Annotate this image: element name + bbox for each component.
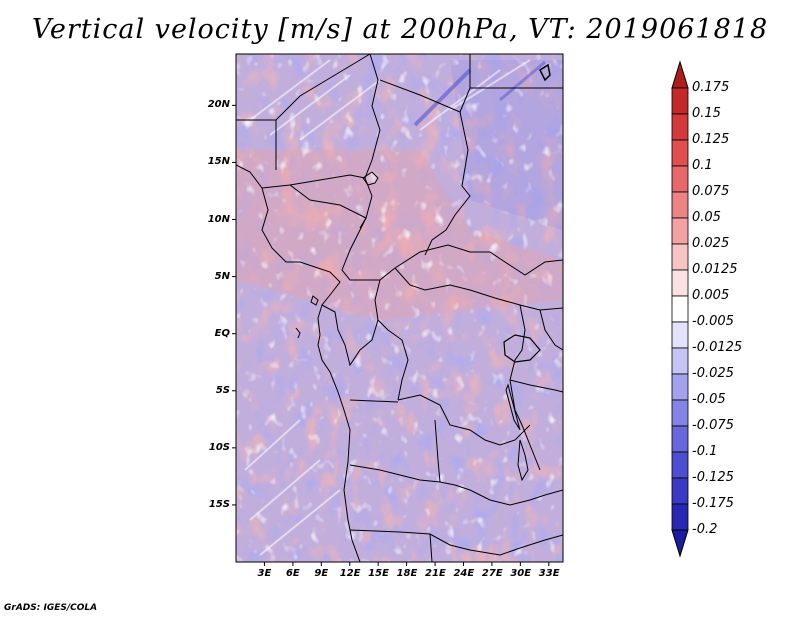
grads-credit: GrADS: IGES/COLA [4, 603, 98, 613]
colorbar-segment [671, 503, 689, 531]
lon-tick-label: 33E [538, 568, 560, 579]
colorbar-label: -0.2 [692, 522, 718, 537]
colorbar-label: 0.15 [692, 106, 721, 121]
colorbar-segment [671, 451, 689, 479]
lon-tick-label: 27E [481, 568, 503, 579]
colorbar-segment [671, 191, 689, 219]
colorbar-label: -0.05 [692, 392, 726, 407]
lat-tick-label: 10N [207, 213, 230, 225]
lat-tick-label: 5N [214, 270, 230, 282]
colorbar-segment [671, 269, 689, 297]
colorbar-label: 0.1 [692, 158, 713, 173]
lat-tick-label: 10S [208, 441, 230, 453]
colorbar-label: 0.175 [692, 80, 730, 95]
colorbar-segment [671, 165, 689, 193]
colorbar-label: 0.125 [692, 132, 730, 147]
colorbar-segment [671, 321, 689, 349]
lon-tick-label: 15E [368, 568, 389, 579]
colorbar-label: -0.0125 [692, 340, 743, 355]
colorbar-segment [671, 87, 689, 115]
colorbar-label: -0.075 [692, 418, 734, 433]
colorbar-label: -0.025 [692, 366, 734, 381]
velocity-field [236, 54, 563, 562]
lon-tick-label: 24E [453, 568, 475, 579]
colorbar-label: -0.125 [692, 470, 734, 485]
lat-tick-label: 15S [208, 498, 230, 510]
colorbar-segment [671, 399, 689, 427]
colorbar-label: -0.1 [692, 444, 718, 459]
colorbar-label: -0.005 [692, 314, 734, 329]
colorbar-top-arrow [671, 60, 689, 89]
colorbar-segment [671, 425, 689, 453]
lon-tick-label: 18E [396, 568, 418, 579]
colorbar-segment [671, 295, 689, 323]
lon-tick-label: 9E [314, 568, 329, 579]
colorbar-segment [671, 139, 689, 167]
lon-tick-label: 6E [285, 568, 300, 579]
colorbar-segment [671, 243, 689, 271]
chart-title: Vertical velocity [m/s] at 200hPa, VT: 2… [31, 14, 769, 45]
country-boundaries [236, 54, 563, 562]
lon-tick-label: 12E [339, 568, 361, 579]
colorbar [671, 60, 689, 558]
map-frame [235, 53, 564, 563]
colorbar-bottom-arrow [671, 529, 689, 558]
lon-tick-label: 21E [425, 568, 446, 579]
colorbar-label: 0.075 [692, 184, 730, 199]
lat-tick-label: 20N [207, 99, 230, 111]
lon-tick-label: 3E [257, 568, 272, 579]
colorbar-label: 0.05 [692, 210, 721, 225]
lat-tick-label: EQ [214, 327, 230, 339]
colorbar-segment [671, 217, 689, 245]
colorbar-segment [671, 477, 689, 505]
colorbar-label: 0.0125 [692, 262, 738, 277]
colorbar-label: -0.175 [692, 496, 734, 511]
colorbar-label: 0.025 [692, 236, 730, 251]
colorbar-label: 0.005 [692, 288, 730, 303]
colorbar-segment [671, 373, 689, 401]
colorbar-segment [671, 347, 689, 375]
lat-tick-label: 15N [207, 156, 230, 168]
lat-tick-label: 5S [215, 384, 230, 396]
colorbar-segment [671, 113, 689, 141]
lon-tick-label: 30E [510, 568, 532, 579]
